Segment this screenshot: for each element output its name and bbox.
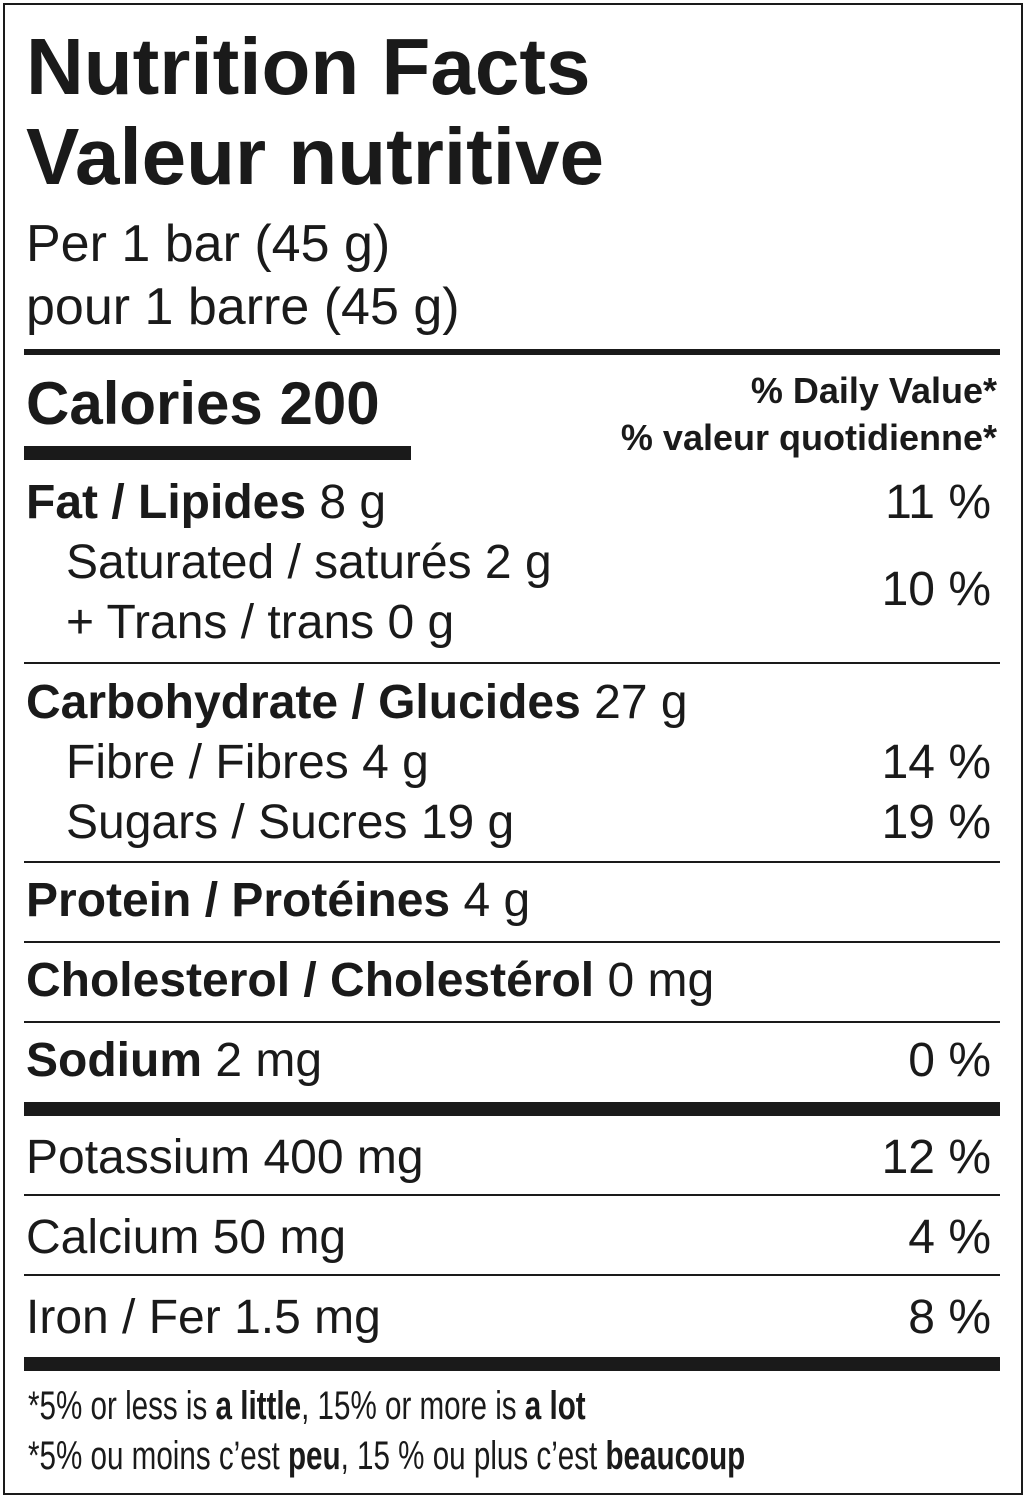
trans-amount: 0 g [387, 596, 455, 649]
potassium-dv: 12 % [881, 1131, 991, 1184]
fat-amount: 8 g [319, 476, 387, 529]
divider [24, 1274, 1000, 1276]
sugars-label: Sugars / Sucres [66, 796, 408, 849]
fat-dv: 11 % [885, 476, 991, 529]
saturated-label: Saturated / saturés [66, 536, 472, 589]
label-border [3, 3, 1023, 1495]
fat-label: Fat / Lipides [26, 476, 307, 529]
potassium-label: Potassium [26, 1131, 251, 1184]
potassium-amount: 400 mg [263, 1131, 424, 1184]
serving-size-french: pour 1 barre (45 g) [26, 278, 460, 336]
protein-amount: 4 g [463, 874, 531, 927]
iron-dv: 8 % [908, 1291, 991, 1344]
carbohydrate-label: Carbohydrate / Glucides [26, 676, 581, 729]
footnote-emphasis: beaucoup [605, 1434, 746, 1478]
sugars-dv: 19 % [881, 796, 991, 849]
potassium-row: Potassium 400 mg [26, 1134, 424, 1182]
footnote-text: , 15 % ou plus c’est [340, 1434, 606, 1478]
fibre-label: Fibre / Fibres [66, 736, 349, 789]
iron-label: Iron / Fer [26, 1291, 221, 1344]
footnote-emphasis: peu [287, 1434, 341, 1478]
footnote-english: *5% or less is a little, 15% or more is … [28, 1386, 586, 1426]
divider-thick [24, 349, 1000, 355]
fat-row: Fat / Lipides 8 g [26, 479, 386, 527]
fibre-amount: 4 g [362, 736, 429, 789]
carbohydrate-row: Carbohydrate / Glucides 27 g [26, 679, 688, 727]
title-english: Nutrition Facts [26, 22, 591, 111]
sugars-row: Sugars / Sucres 19 g [66, 799, 514, 847]
fibre-dv: 14 % [881, 736, 991, 789]
sodium-label: Sodium [26, 1034, 202, 1087]
footnote-text: *5% or less is [28, 1384, 216, 1428]
fibre-row: Fibre / Fibres 4 g [66, 739, 429, 787]
carbohydrate-amount: 27 g [594, 676, 688, 729]
sodium-dv: 0 % [908, 1034, 991, 1087]
trans-row: + Trans / trans 0 g [66, 599, 454, 647]
calcium-label: Calcium [26, 1211, 200, 1264]
sodium-row: Sodium 2 mg [26, 1037, 322, 1085]
saturated-row: Saturated / saturés 2 g [66, 539, 552, 587]
divider-thick [24, 1102, 1000, 1116]
cholesterol-row: Cholesterol / Cholestérol 0 mg [26, 957, 714, 1005]
sodium-amount: 2 mg [215, 1034, 323, 1087]
iron-row: Iron / Fer 1.5 mg [26, 1294, 381, 1342]
protein-row: Protein / Protéines 4 g [26, 877, 530, 925]
title-french: Valeur nutritive [26, 112, 604, 201]
footnote-emphasis: a lot [524, 1384, 586, 1428]
calcium-amount: 50 mg [212, 1211, 347, 1264]
calories-underline-bar [24, 446, 411, 460]
calcium-row: Calcium 50 mg [26, 1214, 346, 1262]
saturated-amount: 2 g [484, 536, 552, 589]
divider [24, 861, 1000, 863]
calories-line: Calories 200 [26, 374, 380, 434]
divider [24, 941, 1000, 943]
divider [24, 662, 1000, 664]
daily-value-header-english: % Daily Value* [750, 370, 997, 411]
divider [24, 1021, 1000, 1023]
iron-amount: 1.5 mg [234, 1291, 381, 1344]
saturated-trans-dv: 10 % [881, 563, 991, 616]
calories-value: 200 [279, 370, 380, 437]
sugars-amount: 19 g [420, 796, 515, 849]
calories-label: Calories [26, 370, 263, 437]
cholesterol-label: Cholesterol / Cholestérol [26, 954, 595, 1007]
cholesterol-amount: 0 mg [607, 954, 715, 1007]
footnote-text: , 15% or more is [301, 1384, 525, 1428]
daily-value-header-french: % valeur quotidienne* [620, 417, 997, 458]
footnote-french: *5% ou moins c’est peu, 15 % ou plus c’e… [28, 1436, 745, 1476]
divider [24, 1194, 1000, 1196]
calcium-dv: 4 % [908, 1211, 991, 1264]
serving-size-english: Per 1 bar (45 g) [26, 215, 391, 273]
divider-thick [24, 1357, 1000, 1371]
protein-label: Protein / Protéines [26, 874, 451, 927]
footnote-emphasis: a little [215, 1384, 302, 1428]
trans-label: + Trans / trans [66, 596, 375, 649]
footnote-text: *5% ou moins c’est [28, 1434, 288, 1478]
